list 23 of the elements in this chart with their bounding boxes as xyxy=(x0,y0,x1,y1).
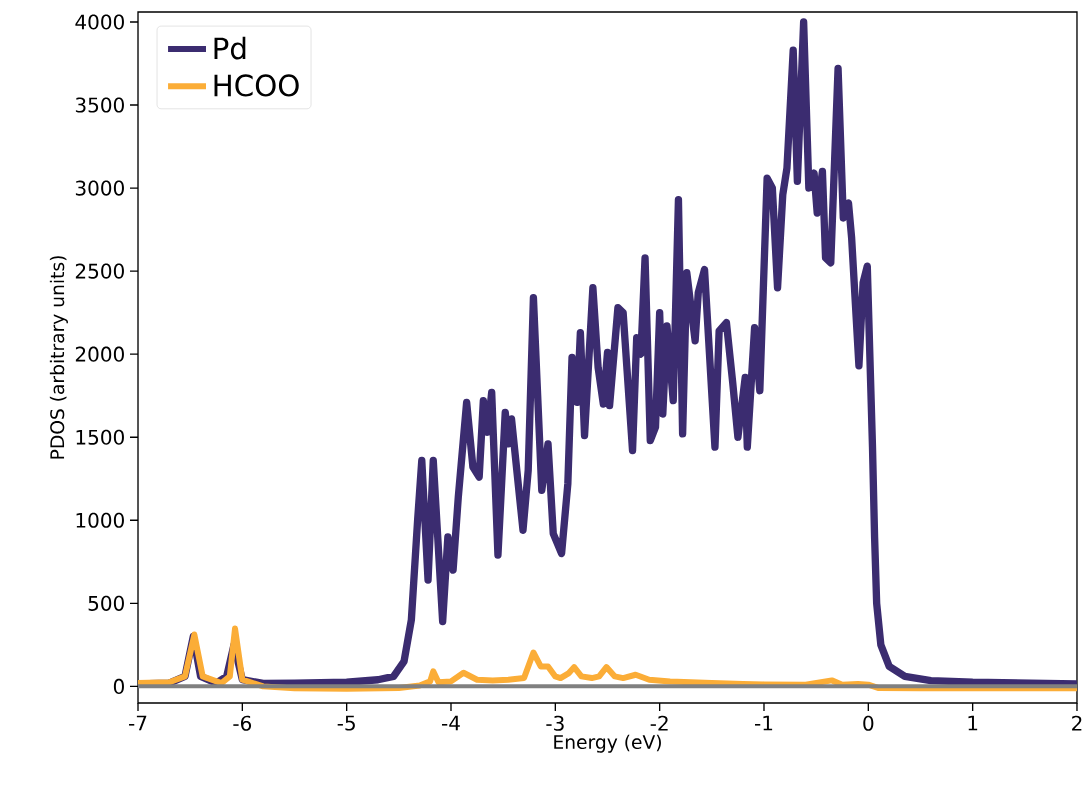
x-tick-label: -3 xyxy=(546,715,564,731)
y-axis-title: PDOS (arbitrary units) xyxy=(49,256,68,459)
y-tick-label: 1000 xyxy=(76,512,124,528)
x-axis-title: Energy (eV) xyxy=(554,734,661,753)
x-tick-label: -7 xyxy=(129,715,147,731)
x-tick-label: -6 xyxy=(233,715,252,731)
legend-label: Pd xyxy=(214,36,246,60)
legend-label: HCOO xyxy=(214,74,299,97)
x-tick-label: -1 xyxy=(755,715,773,731)
y-tick-label: 3500 xyxy=(75,97,124,113)
x-tick-label: -4 xyxy=(442,715,460,731)
y-tick-label: 1500 xyxy=(76,429,124,445)
y-tick-label: 500 xyxy=(88,595,124,611)
x-tick-label: -2 xyxy=(650,715,668,731)
y-tick-label: 3000 xyxy=(75,180,124,196)
x-tick-label: 0 xyxy=(863,715,874,731)
x-tick-label: 2 xyxy=(1072,715,1082,731)
y-tick-label: 4000 xyxy=(75,14,124,30)
y-tick-label: 2500 xyxy=(75,263,124,279)
y-tick-label: 0 xyxy=(113,678,124,694)
y-tick-label: 2000 xyxy=(75,346,124,362)
x-tick-label: -5 xyxy=(337,715,355,731)
x-tick-label: 1 xyxy=(968,715,978,731)
